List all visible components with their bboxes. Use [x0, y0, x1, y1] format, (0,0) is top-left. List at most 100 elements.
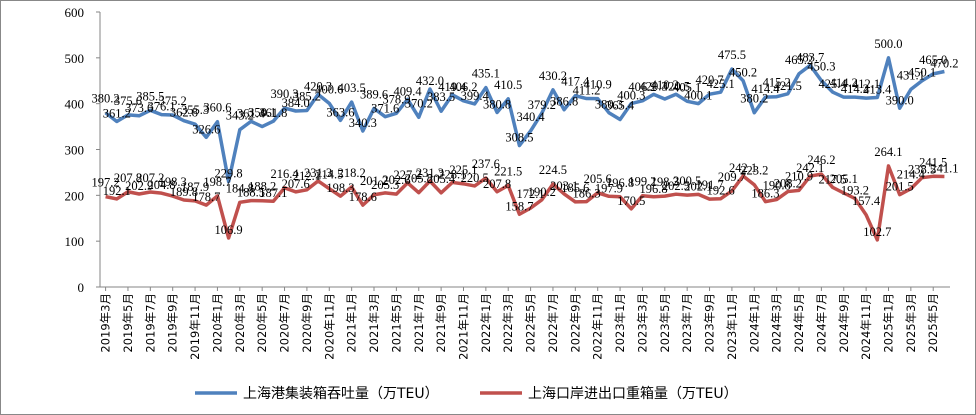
data-label: 417.4 — [561, 75, 590, 89]
data-label: 415.2 — [763, 76, 791, 90]
x-tick-label: 2025年1月 — [881, 293, 895, 353]
y-tick-label: 600 — [65, 5, 85, 20]
data-label: 380.2 — [740, 92, 768, 106]
data-label: 420.5 — [662, 79, 690, 93]
data-label: 158.7 — [505, 199, 533, 213]
data-label: 450.2 — [729, 66, 757, 80]
data-label: 210.9 — [785, 169, 813, 183]
data-label: 371.6 — [371, 102, 399, 116]
data-label: 425.4 — [819, 77, 848, 91]
data-label: 355.3 — [181, 103, 209, 117]
data-label: 379.2 — [528, 98, 556, 112]
x-tick-label: 2024年5月 — [792, 293, 806, 353]
data-label: 361.4 — [237, 106, 266, 120]
data-label: 241.5 — [919, 155, 947, 169]
data-label: 221.5 — [494, 164, 522, 178]
data-label: 178.7 — [192, 190, 220, 204]
x-tick-label: 2023年7月 — [680, 293, 694, 353]
x-tick-label: 2025年5月 — [926, 293, 940, 353]
data-label: 207.6 — [282, 177, 310, 191]
data-label: 196.8 — [606, 176, 634, 190]
data-label: 214.5 — [315, 168, 343, 182]
data-label: 204.8 — [147, 178, 175, 192]
y-tick-label: 300 — [65, 143, 85, 158]
data-label: 200.5 — [673, 174, 701, 188]
data-label: 201.5 — [886, 180, 914, 194]
data-label: 205.6 — [584, 172, 612, 186]
x-tick-label: 2020年5月 — [255, 293, 269, 353]
data-label: 202.5 — [662, 179, 690, 193]
data-label: 199.2 — [628, 175, 656, 189]
data-label: 197.9 — [595, 181, 623, 195]
data-label: 361.2 — [103, 106, 131, 120]
x-tick-label: 2023年9月 — [703, 293, 717, 353]
data-label: 435.1 — [472, 67, 500, 81]
data-label: 229.8 — [215, 167, 243, 181]
data-label: 188.5 — [237, 186, 265, 200]
x-tick-label: 2019年11月 — [188, 293, 202, 360]
x-tick-label: 2021年3月 — [367, 293, 381, 353]
data-label: 419.4 — [438, 80, 467, 94]
data-label: 375.6 — [114, 94, 142, 108]
x-tick-label: 2019年5月 — [121, 293, 135, 353]
data-label: 205.8 — [405, 172, 433, 186]
data-label: 432.0 — [416, 74, 444, 88]
data-label: 191.7 — [695, 178, 723, 192]
data-label: 405.1 — [673, 80, 701, 94]
data-label: 205.1 — [830, 172, 858, 186]
data-label: 406.2 — [628, 80, 656, 94]
data-label: 400.3 — [617, 89, 645, 103]
data-label: 343.2 — [226, 109, 254, 123]
data-label: 170.5 — [617, 194, 645, 208]
x-tick-label: 2019年7月 — [143, 293, 157, 353]
x-tick-label: 2022年9月 — [568, 293, 582, 353]
data-label: 420.3 — [304, 79, 332, 93]
data-label: 184.8 — [226, 181, 254, 195]
data-label: 186.3 — [572, 187, 600, 201]
data-label: 421.5 — [774, 79, 802, 93]
data-label: 389.6 — [360, 87, 388, 101]
data-label: 414.4 — [751, 82, 780, 96]
data-label: 410.9 — [584, 78, 612, 92]
data-label: 207.8 — [114, 171, 142, 185]
data-label: 410.2 — [651, 78, 679, 92]
data-label: 225.1 — [449, 163, 477, 177]
x-tick-label: 2021年7月 — [412, 293, 426, 353]
x-tick-label: 2021年1月 — [345, 293, 359, 353]
data-label: 212.1 — [293, 169, 321, 183]
data-label: 201.2 — [360, 174, 388, 188]
x-tick-label: 2020年9月 — [300, 293, 314, 353]
data-label: 365.4 — [606, 99, 635, 113]
data-label: 400.1 — [684, 89, 712, 103]
data-label: 414.2 — [841, 82, 869, 96]
data-label: 185.6 — [561, 181, 589, 195]
data-label: 187.9 — [181, 180, 209, 194]
data-label: 205.4 — [427, 172, 456, 186]
x-tick-label: 2021年9月 — [434, 293, 448, 353]
data-label: 196.8 — [640, 182, 668, 196]
legend-label: 上海港集装箱吞吐量（万TEU） — [243, 385, 439, 402]
data-label: 378.9 — [382, 92, 410, 106]
series-line — [104, 56, 945, 184]
data-label: 198.3 — [651, 175, 679, 189]
x-tick-label: 2020年1月 — [210, 293, 224, 353]
data-label: 228.1 — [438, 167, 466, 181]
data-label: 403.5 — [338, 81, 366, 95]
data-label: 209.7 — [718, 170, 746, 184]
data-label: 400.6 — [315, 82, 343, 96]
data-label: 380.3 — [595, 98, 623, 112]
x-tick-label: 2020年11月 — [322, 293, 336, 360]
data-label: 431.1 — [897, 68, 925, 82]
data-label: 227.2 — [394, 168, 422, 182]
data-label: 362.8 — [170, 106, 198, 120]
data-label: 223.2 — [740, 164, 768, 178]
data-label: 187.1 — [259, 186, 287, 200]
data-label: 373.6 — [125, 101, 153, 115]
data-label: 385.2 — [293, 89, 321, 103]
data-label: 220.5 — [461, 171, 489, 185]
data-label: 386.8 — [550, 95, 578, 109]
x-tick-label: 2021年5月 — [389, 293, 403, 353]
data-label: 214.4 — [897, 168, 926, 182]
data-label: 192.6 — [707, 184, 735, 198]
data-label: 218.2 — [338, 166, 366, 180]
